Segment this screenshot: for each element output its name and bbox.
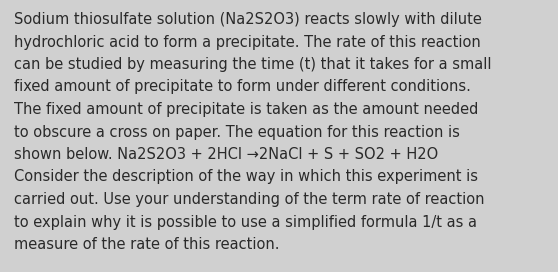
- Text: fixed amount of precipitate to form under different conditions.: fixed amount of precipitate to form unde…: [14, 79, 471, 94]
- Text: hydrochloric acid to form a precipitate. The rate of this reaction: hydrochloric acid to form a precipitate.…: [14, 35, 481, 50]
- Text: can be studied by measuring the time (t) that it takes for a small: can be studied by measuring the time (t)…: [14, 57, 492, 72]
- Text: Consider the description of the way in which this experiment is: Consider the description of the way in w…: [14, 169, 478, 184]
- Text: shown below. Na2S2O3 + 2HCl →2NaCl + S + SO2 + H2O: shown below. Na2S2O3 + 2HCl →2NaCl + S +…: [14, 147, 438, 162]
- Text: to explain why it is possible to use a simplified formula 1/t as a: to explain why it is possible to use a s…: [14, 215, 477, 230]
- Text: to obscure a cross on paper. The equation for this reaction is: to obscure a cross on paper. The equatio…: [14, 125, 460, 140]
- Text: carried out. Use your understanding of the term rate of reaction: carried out. Use your understanding of t…: [14, 192, 484, 207]
- Text: Sodium thiosulfate solution (Na2S2O3) reacts slowly with dilute: Sodium thiosulfate solution (Na2S2O3) re…: [14, 12, 482, 27]
- Text: The fixed amount of precipitate is taken as the amount needed: The fixed amount of precipitate is taken…: [14, 102, 478, 117]
- Text: measure of the rate of this reaction.: measure of the rate of this reaction.: [14, 237, 280, 252]
